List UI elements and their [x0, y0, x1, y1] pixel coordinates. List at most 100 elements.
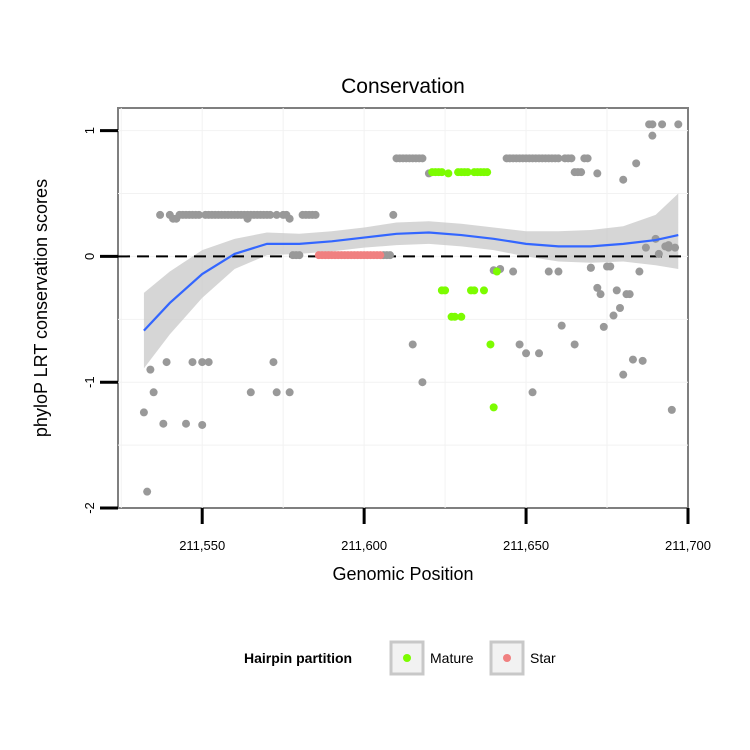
- data-point-other: [632, 159, 641, 168]
- data-point-other: [593, 169, 602, 178]
- data-point-other: [198, 358, 207, 367]
- data-point-other: [671, 243, 680, 252]
- data-point-mature: [441, 286, 450, 295]
- smooth-line-layer: [143, 231, 679, 332]
- data-point-mature: [479, 286, 488, 295]
- confidence-ribbon: [143, 193, 679, 369]
- data-point-other: [408, 340, 417, 349]
- data-point-other: [635, 267, 644, 276]
- smooth-trend-line: [143, 231, 679, 332]
- plot-panel: [117, 107, 689, 509]
- legend-label-star: Star: [530, 650, 556, 666]
- data-point-other: [515, 340, 524, 349]
- data-point-other: [583, 154, 592, 163]
- data-point-other: [596, 290, 605, 299]
- data-point-other: [389, 210, 398, 219]
- data-point-other: [648, 131, 657, 140]
- data-point-other: [648, 120, 657, 129]
- x-axis: 211,550 211,600 211,650 211,700: [179, 508, 711, 553]
- x-tick-label: 211,600: [341, 538, 387, 553]
- data-point-other: [570, 340, 579, 349]
- data-point-other: [285, 388, 294, 397]
- y-tick-label: -2: [82, 502, 97, 514]
- data-point-other: [554, 154, 563, 163]
- legend-key-star: [489, 640, 525, 676]
- data-point-mature: [470, 286, 479, 295]
- chart-title: Conservation: [341, 75, 465, 98]
- legend-swatch-mature: [403, 654, 411, 662]
- x-tick-label: 211,550: [179, 538, 225, 553]
- data-point-other: [615, 304, 624, 312]
- data-point-mature: [483, 168, 492, 177]
- data-point-other: [182, 419, 191, 428]
- data-point-other: [577, 168, 586, 177]
- x-tick-label: 211,650: [503, 538, 549, 553]
- data-point-other: [272, 388, 281, 397]
- data-point-other: [654, 249, 663, 258]
- legend-label-mature: Mature: [430, 650, 474, 666]
- data-point-other: [664, 243, 673, 252]
- x-tick-label: 211,700: [665, 538, 711, 553]
- data-point-other: [641, 243, 650, 252]
- data-point-other: [311, 210, 320, 219]
- data-point-other: [146, 365, 155, 374]
- data-point-other: [418, 378, 427, 387]
- data-point-other: [509, 267, 518, 276]
- x-axis-label: Genomic Position: [332, 564, 473, 584]
- data-point-mature: [492, 267, 501, 276]
- y-tick-label: 1: [82, 127, 97, 134]
- data-point-other: [658, 120, 667, 129]
- data-point-mature: [437, 168, 446, 177]
- data-point-mature: [444, 169, 453, 178]
- data-point-other: [625, 290, 634, 299]
- data-point-star: [376, 251, 385, 260]
- data-point-other: [204, 358, 213, 367]
- data-point-other: [188, 358, 197, 367]
- data-point-other: [609, 311, 618, 320]
- data-point-mature: [489, 403, 498, 412]
- data-point-other: [612, 286, 621, 295]
- data-point-other: [667, 405, 676, 414]
- y-tick-label: -1: [82, 376, 97, 388]
- data-point-other: [266, 210, 275, 219]
- data-point-other: [674, 120, 683, 129]
- data-point-other: [149, 388, 158, 397]
- legend-swatch-star: [503, 654, 511, 662]
- data-point-mature: [457, 312, 466, 321]
- data-point-other: [619, 175, 628, 184]
- data-point-other: [535, 349, 544, 358]
- data-point-other: [567, 154, 576, 163]
- data-point-other: [139, 408, 148, 417]
- data-point-other: [599, 322, 608, 331]
- data-point-other: [554, 267, 563, 276]
- data-point-other: [246, 388, 255, 397]
- data-point-other: [606, 262, 615, 271]
- data-point-other: [619, 370, 628, 379]
- data-point-other: [628, 355, 637, 364]
- data-point-other: [194, 210, 203, 219]
- confidence-band: [143, 193, 679, 369]
- data-point-other: [386, 251, 395, 260]
- data-point-other: [272, 210, 281, 219]
- data-point-other: [295, 251, 304, 260]
- data-point-mature: [450, 312, 459, 321]
- data-point-other: [156, 210, 165, 219]
- data-point-other: [198, 420, 207, 429]
- legend-title: Hairpin partition: [244, 650, 352, 666]
- y-axis-label: phyloP LRT conservation scores: [31, 179, 51, 437]
- y-axis: -2 -1 0 1: [82, 127, 118, 514]
- data-point-other: [162, 358, 171, 367]
- data-points: [139, 120, 683, 496]
- y-tick-label: 0: [82, 253, 97, 260]
- data-point-mature: [486, 340, 495, 349]
- data-point-other: [143, 487, 152, 496]
- data-point-other: [544, 267, 553, 276]
- data-point-other: [285, 214, 294, 223]
- data-point-mature: [463, 168, 472, 177]
- data-point-other: [418, 154, 427, 163]
- data-point-other: [586, 263, 595, 272]
- data-point-other: [557, 321, 566, 330]
- data-point-other: [593, 283, 602, 292]
- legend: Hairpin partition Mature Star: [244, 640, 556, 676]
